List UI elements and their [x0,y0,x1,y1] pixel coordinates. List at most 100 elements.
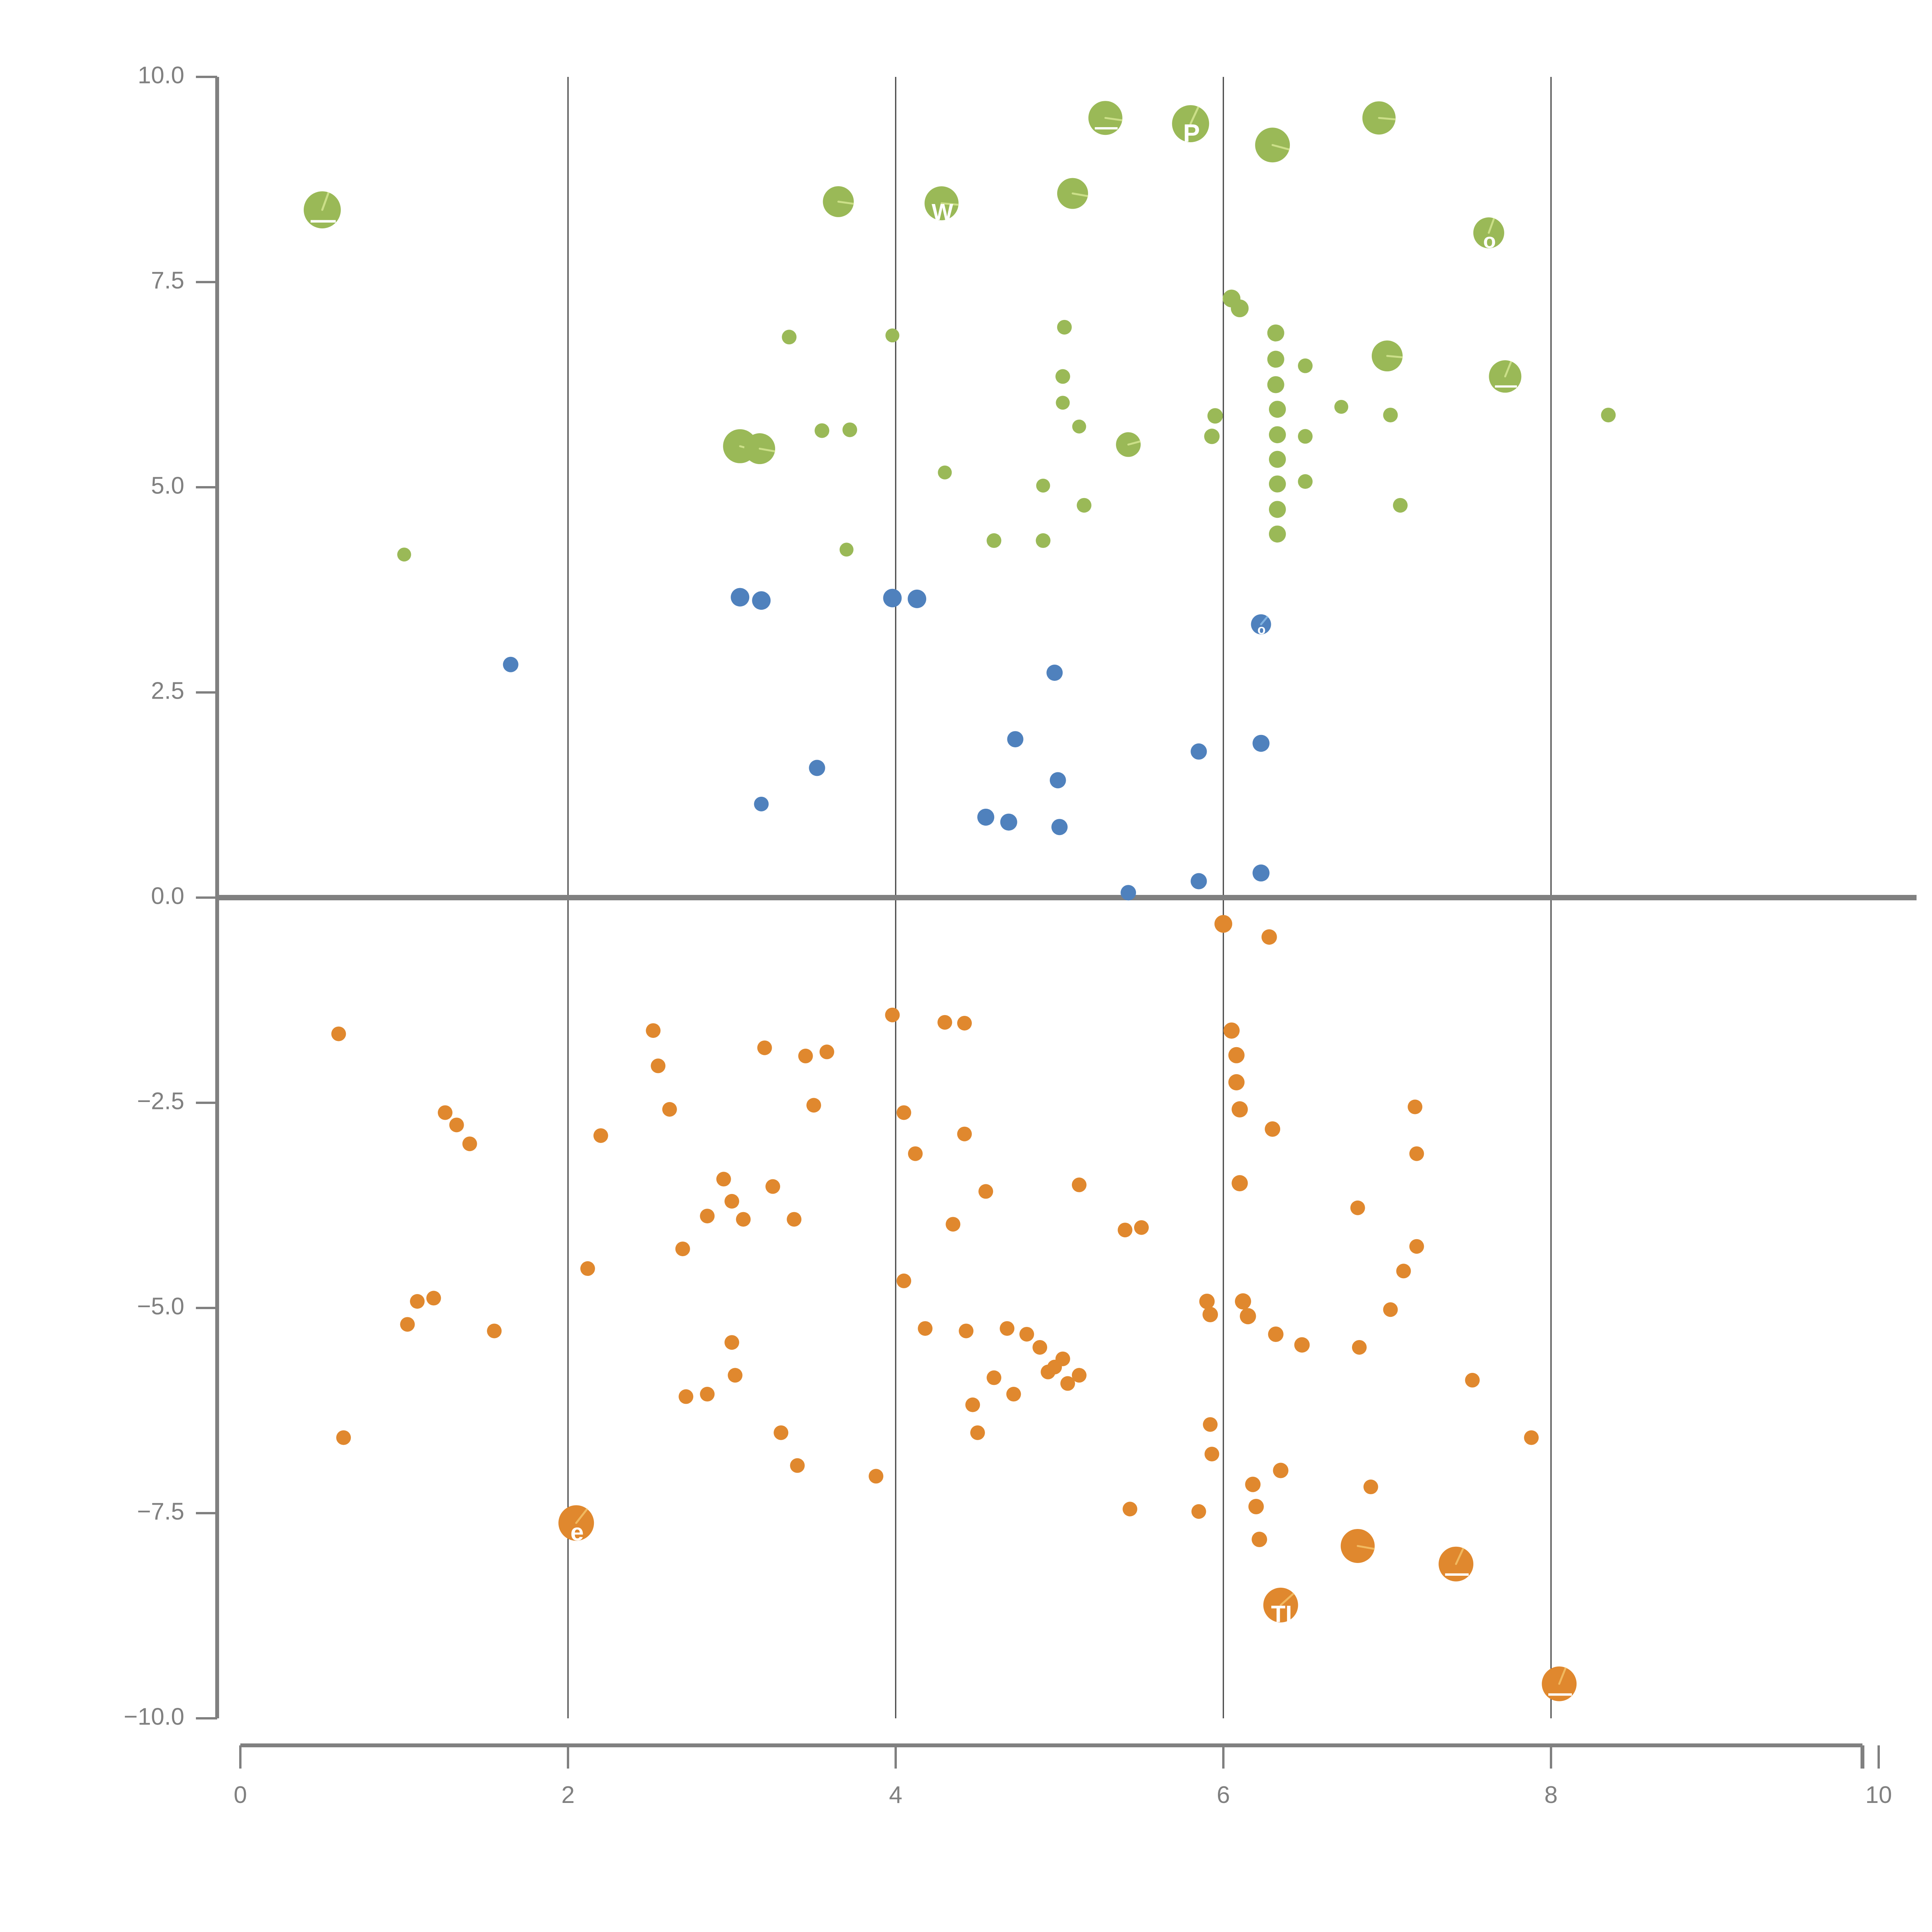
data-point[interactable] [1269,501,1286,518]
data-point[interactable] [1214,915,1232,933]
data-point[interactable] [959,1323,974,1338]
data-point[interactable]: e [558,1505,594,1546]
data-point[interactable] [700,1209,715,1224]
data-point[interactable] [957,1015,972,1031]
data-point[interactable] [885,328,900,343]
data-point[interactable] [1273,1463,1289,1478]
data-point[interactable] [1036,533,1051,548]
data-point[interactable] [1000,1321,1015,1336]
data-point[interactable] [1383,408,1398,423]
data-point[interactable] [1223,1022,1240,1039]
data-point[interactable] [397,548,411,562]
data-point[interactable] [1191,1504,1206,1519]
data-point[interactable] [1352,1340,1367,1355]
data-point[interactable] [1269,526,1286,543]
data-point[interactable]: TI [1263,1587,1298,1627]
data-point[interactable] [819,1044,834,1060]
data-point[interactable] [918,1321,933,1336]
data-point[interactable] [986,1370,1002,1385]
data-point[interactable] [1190,743,1207,760]
data-point[interactable]: — [304,191,341,233]
data-point[interactable] [946,1217,961,1232]
data-point[interactable] [754,796,769,811]
data-point[interactable]: P [1172,105,1209,147]
data-point[interactable] [1298,358,1313,373]
data-point[interactable] [449,1117,464,1133]
data-point[interactable] [896,1273,912,1288]
data-point[interactable] [752,591,771,610]
data-point[interactable]: o [1251,614,1271,637]
data-point[interactable] [400,1317,415,1332]
data-point[interactable] [1202,1306,1218,1322]
data-point[interactable] [957,1126,972,1141]
data-point[interactable] [662,1102,677,1117]
data-point[interactable] [883,588,902,607]
data-point[interactable] [908,589,927,608]
data-point[interactable] [885,1007,900,1022]
data-point[interactable] [728,1368,743,1383]
data-point[interactable] [1207,408,1223,424]
data-point[interactable] [787,1212,802,1227]
data-point[interactable] [736,1212,751,1227]
data-point[interactable] [806,1098,821,1113]
data-point[interactable] [1267,324,1284,342]
data-point[interactable] [986,533,1002,548]
data-point[interactable] [896,1105,912,1120]
data-point[interactable] [716,1172,731,1187]
data-point[interactable] [1199,1294,1215,1310]
data-point[interactable] [675,1242,690,1257]
data-point[interactable] [1248,1499,1264,1515]
data-point[interactable] [1240,1308,1256,1325]
data-point[interactable] [426,1291,441,1306]
data-point[interactable]: — [1542,1666,1577,1706]
data-point[interactable] [782,330,797,345]
data-point[interactable] [679,1389,694,1404]
data-point[interactable] [839,543,854,557]
data-point[interactable] [1252,1531,1267,1547]
data-point[interactable] [1267,350,1284,368]
data-point[interactable] [331,1026,346,1041]
data-point[interactable] [1072,419,1086,434]
data-point[interactable] [1350,1200,1365,1215]
data-point[interactable] [1036,478,1050,493]
data-point[interactable] [1006,1387,1021,1402]
data-point[interactable] [1268,1326,1284,1342]
data-point[interactable] [1228,1047,1245,1063]
data-point[interactable] [1056,396,1070,410]
data-point[interactable] [823,186,854,217]
data-point[interactable]: W [924,186,959,225]
data-point[interactable] [1019,1327,1034,1342]
data-point[interactable] [1245,1476,1261,1492]
data-point[interactable] [1077,498,1092,513]
data-point[interactable] [410,1294,425,1309]
data-point[interactable] [1057,320,1072,335]
data-point[interactable] [1334,400,1349,414]
data-point[interactable] [1116,432,1141,457]
data-point[interactable] [1228,1074,1245,1090]
data-point[interactable] [1055,369,1070,384]
data-point[interactable]: — [1489,360,1522,397]
data-point[interactable] [790,1458,805,1473]
data-point[interactable] [580,1261,595,1276]
data-point[interactable] [1409,1146,1424,1161]
data-point[interactable] [503,656,519,672]
data-point[interactable] [1231,1175,1248,1192]
data-point[interactable] [938,465,952,480]
data-point[interactable] [1255,128,1290,163]
data-point[interactable] [1046,665,1063,681]
data-point[interactable] [1393,498,1408,513]
data-point[interactable] [1601,408,1616,423]
data-point[interactable] [1071,1368,1087,1383]
data-point[interactable] [724,1335,739,1350]
data-point[interactable] [774,1425,789,1440]
data-point[interactable] [842,422,857,437]
data-point[interactable] [646,1023,661,1038]
data-point[interactable] [700,1387,715,1402]
data-point[interactable] [1235,1293,1251,1310]
data-point[interactable] [731,588,750,607]
data-point[interactable] [1121,885,1136,901]
data-point[interactable] [1204,429,1220,444]
data-point[interactable] [908,1146,923,1161]
data-point[interactable] [1007,731,1024,748]
data-point[interactable] [1409,1239,1424,1254]
